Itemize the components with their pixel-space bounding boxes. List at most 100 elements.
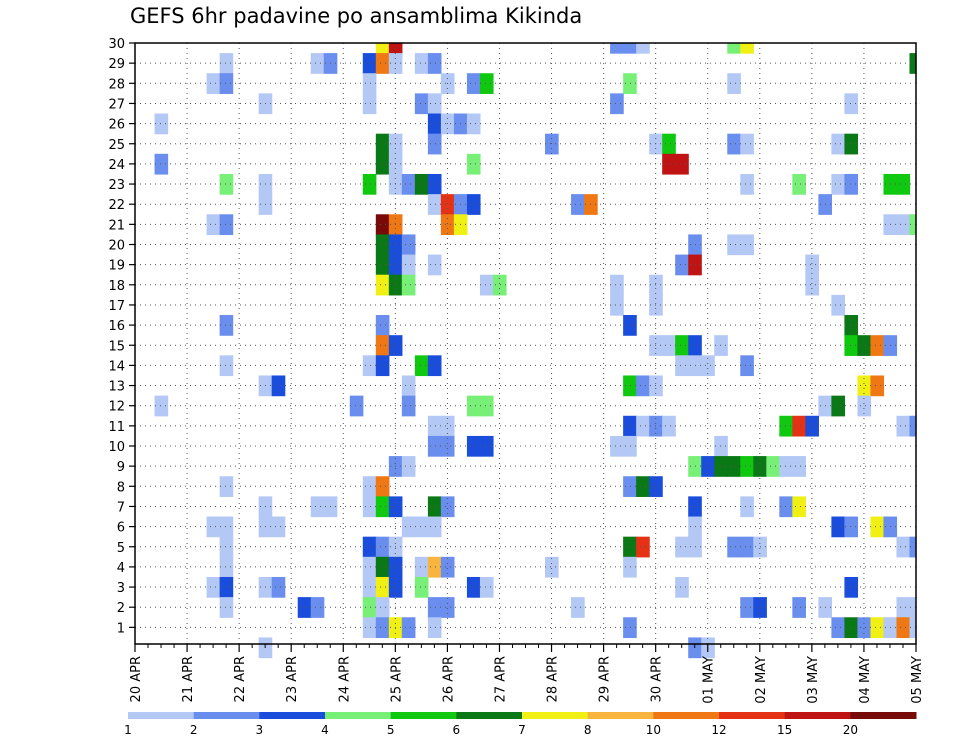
heatmap-cell <box>414 173 429 195</box>
heatmap-cell <box>779 456 793 477</box>
y-tick-label: 2 <box>117 601 125 616</box>
heatmap-cell <box>909 415 917 437</box>
heatmap-cell <box>896 173 911 195</box>
heatmap-cell <box>206 516 221 538</box>
heatmap-cell <box>362 576 377 598</box>
heatmap-cell <box>414 53 429 74</box>
heatmap-cell <box>610 43 624 54</box>
heatmap-cell <box>375 556 390 578</box>
heatmap-cell <box>792 415 806 437</box>
y-tick-label: 29 <box>108 57 125 72</box>
heatmap-cell <box>662 415 676 437</box>
heatmap-cell <box>401 395 416 417</box>
y-tick-label: 17 <box>108 299 125 314</box>
heatmap-cell <box>623 375 637 397</box>
heatmap-cell <box>362 597 377 618</box>
heatmap-cell <box>297 597 312 618</box>
heatmap-cell <box>909 617 917 639</box>
legend-label: 8 <box>584 723 592 737</box>
heatmap-cell <box>375 133 390 155</box>
legend-swatch <box>522 712 589 719</box>
x-tick-label: 03 MAY <box>806 656 821 704</box>
heatmap-cell <box>375 617 390 639</box>
legend-label: 15 <box>777 723 792 737</box>
heatmap-cell <box>440 597 455 618</box>
heatmap-cell <box>466 395 481 417</box>
heatmap-cell <box>844 576 859 598</box>
y-tick-label: 19 <box>108 259 125 274</box>
heatmap-cell <box>571 597 585 618</box>
heatmap-cell <box>206 576 221 598</box>
heatmap-cell <box>727 536 741 558</box>
y-tick-label: 25 <box>108 138 125 153</box>
legend-swatch <box>653 712 720 719</box>
x-tick-label: 30 APR <box>650 656 665 702</box>
heatmap-cell <box>545 133 559 155</box>
heatmap-cell <box>362 617 377 639</box>
heatmap-cell <box>401 375 416 397</box>
heatmap-cell <box>675 335 689 356</box>
legend-swatch <box>587 712 654 719</box>
heatmap-cell <box>375 576 390 598</box>
y-tick-label: 6 <box>117 521 125 536</box>
heatmap-cell <box>805 415 819 437</box>
heatmap-cell <box>375 53 390 74</box>
x-tick-label: 29 APR <box>598 656 613 702</box>
heatmap-cell <box>401 456 416 477</box>
heatmap-cell <box>375 335 390 356</box>
heatmap-cell <box>844 93 859 115</box>
heatmap-cell <box>909 597 917 618</box>
heatmap-cell <box>375 43 390 54</box>
heatmap-cell <box>427 617 442 639</box>
heatmap-cell <box>479 73 494 94</box>
heatmap-cell <box>427 435 442 457</box>
legend-label: 2 <box>190 723 198 737</box>
heatmap-cell <box>219 73 234 94</box>
x-tick-label: 01 MAY <box>702 656 717 704</box>
legend-label: 10 <box>646 723 661 737</box>
heatmap-cell <box>896 617 911 639</box>
legend-label: 4 <box>321 723 329 737</box>
heatmap-cell <box>375 496 390 518</box>
heatmap-cell <box>362 173 377 195</box>
heatmap-cell <box>219 355 234 377</box>
heatmap-cell <box>375 597 390 618</box>
heatmap-cell <box>870 335 885 356</box>
heatmap-cell <box>271 375 286 397</box>
legend-swatch <box>456 712 523 719</box>
heatmap-cell <box>896 536 911 558</box>
heatmap-cell <box>844 516 859 538</box>
heatmap-cell <box>401 254 416 276</box>
plot-frame <box>134 42 917 645</box>
heatmap-cell <box>440 496 455 518</box>
heatmap-cell <box>479 576 494 598</box>
legend-swatch <box>128 712 195 719</box>
x-tick-label: 26 APR <box>441 656 456 702</box>
heatmap-cell <box>623 617 637 639</box>
heatmap-cell <box>401 617 416 639</box>
y-tick-label: 12 <box>108 400 125 415</box>
y-axis: 1234567891011121314151617181920212223242… <box>108 37 135 636</box>
heatmap-cell <box>479 395 494 417</box>
heatmap-cell <box>219 516 234 538</box>
heatmap-cell <box>427 355 442 377</box>
heatmap-cell <box>427 194 442 215</box>
heatmap-cell <box>219 536 234 558</box>
heatmap-cell <box>219 214 234 236</box>
heatmap-cell <box>714 335 728 356</box>
heatmap-cell <box>466 73 481 94</box>
heatmap-cell <box>714 435 728 457</box>
heatmap-cell <box>857 335 872 356</box>
heatmap-cell <box>362 536 377 558</box>
heatmap-cell <box>219 173 234 195</box>
heatmap-cell <box>779 496 793 518</box>
heatmap-cell <box>154 113 169 135</box>
heatmap-cell <box>675 536 689 558</box>
heatmap-cell <box>805 274 819 296</box>
heatmap-cell <box>610 294 624 316</box>
legend-swatch <box>325 712 392 719</box>
heatmap-cell <box>844 335 859 356</box>
heatmap-cell <box>362 476 377 497</box>
heatmap-cell <box>466 576 481 598</box>
x-tick-label: 21 APR <box>181 656 196 702</box>
